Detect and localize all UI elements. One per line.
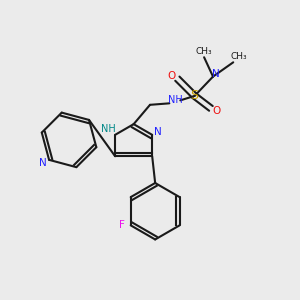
Text: CH₃: CH₃: [231, 52, 247, 62]
Text: O: O: [168, 71, 176, 81]
Text: F: F: [119, 220, 125, 230]
Text: S: S: [190, 89, 199, 102]
Text: N: N: [39, 158, 46, 168]
Text: N: N: [154, 127, 162, 137]
Text: NH: NH: [168, 95, 183, 105]
Text: CH₃: CH₃: [195, 47, 212, 56]
Text: NH: NH: [101, 124, 116, 134]
Text: O: O: [213, 106, 221, 116]
Text: N: N: [212, 69, 219, 79]
